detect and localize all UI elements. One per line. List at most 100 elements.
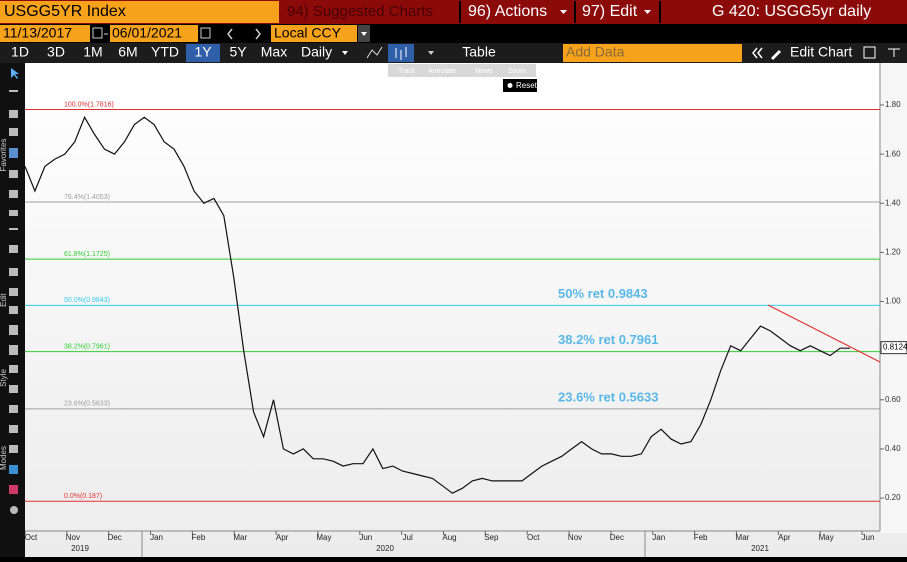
x-tick-label: Nov: [568, 533, 582, 542]
x-tick-label: Dec: [108, 533, 122, 542]
prev-button[interactable]: [227, 28, 233, 40]
tool[interactable]: [9, 190, 18, 198]
year-label: 2020: [376, 544, 394, 553]
currency-field[interactable]: [271, 25, 357, 42]
reset-button[interactable]: [503, 79, 537, 92]
tool[interactable]: [9, 170, 18, 178]
pointer-tool[interactable]: [11, 68, 19, 79]
x-tick-label: Jun: [862, 533, 875, 542]
tool[interactable]: [9, 345, 18, 355]
year-label: 2019: [71, 544, 89, 553]
period-button[interactable]: 1Y: [194, 44, 212, 60]
y-tick-label: 1.60: [885, 149, 901, 158]
fib-label: 76.4%(1.4053): [64, 194, 110, 201]
tool[interactable]: [9, 210, 18, 216]
x-tick-label: Oct: [527, 533, 540, 542]
x-tick-label: Jan: [652, 533, 665, 542]
tool[interactable]: [9, 385, 18, 393]
divider: [574, 1, 576, 23]
fib-annotation: 38.2% ret 0.7961: [558, 332, 658, 347]
calendar-icon[interactable]: [200, 27, 211, 39]
x-tick-label: Jun: [359, 533, 372, 542]
period-button[interactable]: Max: [261, 44, 287, 60]
chart-tools: [388, 64, 536, 77]
next-button[interactable]: [255, 28, 261, 40]
period-buttons: 1D 3D 1M 6M YTD 1Y 5Y Max: [11, 44, 287, 62]
period-button[interactable]: 1D: [11, 44, 29, 60]
start-date: 11/13/2017: [3, 25, 72, 41]
fib-label: 23.6%(0.5633): [64, 401, 110, 408]
edit-menu[interactable]: 97) Edit: [582, 3, 638, 20]
chart-tool[interactable]: Zoom: [508, 68, 526, 75]
tool[interactable]: [9, 365, 18, 373]
tool[interactable]: [9, 245, 18, 253]
end-date-field[interactable]: [110, 25, 198, 42]
collapse-icon[interactable]: [752, 47, 763, 59]
tool[interactable]: [9, 485, 18, 494]
dropdown-arrow: [361, 32, 367, 36]
tool[interactable]: [9, 465, 18, 474]
x-tick-label: Oct: [25, 533, 38, 542]
add-data-field[interactable]: [563, 44, 742, 62]
tool[interactable]: [9, 268, 18, 276]
chart-tool[interactable]: Annotate: [428, 68, 456, 75]
period-button[interactable]: YTD: [151, 44, 179, 60]
settings-icon[interactable]: [863, 46, 876, 59]
y-tick-label: 1.80: [885, 100, 901, 109]
last-value-box: [880, 341, 907, 355]
table-button[interactable]: Table: [462, 44, 496, 60]
x-tick-label: May: [819, 533, 834, 542]
dropdown-arrow: [560, 10, 567, 14]
side-labels: Favorites Edit Style Modes: [0, 139, 8, 470]
tool[interactable]: [9, 445, 18, 453]
period-button[interactable]: 3D: [47, 44, 65, 60]
y-tick-label: 1.00: [885, 297, 901, 306]
tool[interactable]: [9, 128, 18, 136]
start-date-field[interactable]: [0, 25, 90, 42]
x-tick-label: Mar: [736, 533, 750, 542]
end-date: 06/01/2021: [112, 25, 182, 41]
fib-annotation: 23.6% ret 0.5633: [558, 389, 658, 404]
security-field[interactable]: [0, 1, 279, 23]
fib-label: 100.0%(1.7816): [64, 101, 114, 108]
calendar-icon[interactable]: [92, 27, 103, 39]
side-label: Modes: [0, 446, 8, 470]
tool[interactable]: [9, 110, 18, 118]
x-tick-label: Feb: [192, 533, 206, 542]
chart-tool[interactable]: Track: [398, 68, 416, 75]
plot: 0.200.400.600.801.001.201.401.601.80100.…: [24, 100, 907, 557]
bar-glyph: [395, 47, 407, 60]
undo-icon[interactable]: [888, 48, 900, 57]
tool[interactable]: [9, 405, 18, 413]
pencil-icon: [771, 50, 781, 60]
period-selected[interactable]: [186, 44, 220, 62]
tool[interactable]: [9, 288, 18, 296]
tool[interactable]: [9, 425, 18, 433]
chart-tool[interactable]: News: [475, 68, 493, 75]
settings-tool[interactable]: [10, 506, 18, 514]
y-tick-label: 1.20: [885, 248, 901, 257]
line-chart-icon[interactable]: [366, 46, 383, 59]
frequency[interactable]: Daily: [301, 44, 332, 60]
period-button[interactable]: 5Y: [229, 44, 247, 60]
date-row: [0, 24, 907, 43]
x-tick-label: Jan: [150, 533, 163, 542]
period-button[interactable]: 1M: [83, 44, 102, 60]
tool[interactable]: [9, 228, 18, 230]
tool[interactable]: [9, 325, 18, 335]
y-tick-label: 0.60: [885, 395, 901, 404]
period-button[interactable]: 6M: [118, 44, 137, 60]
chart-tool-buttons: Track Annotate News Zoom: [398, 68, 526, 75]
x-tick-label: Sep: [484, 533, 499, 542]
tool[interactable]: [9, 306, 18, 314]
tool[interactable]: [9, 148, 18, 158]
actions-menu[interactable]: 96) Actions: [468, 3, 547, 20]
fib-label: 61.8%(1.1725): [64, 251, 110, 258]
suggested-charts[interactable]: 94) Suggested Charts: [287, 3, 433, 20]
price-line: [24, 115, 850, 494]
x-tick-label: Nov: [66, 533, 80, 542]
tool[interactable]: [9, 90, 18, 92]
window-title: G 420: USGG5yr daily: [712, 3, 871, 20]
edit-chart[interactable]: Edit Chart: [790, 44, 852, 60]
